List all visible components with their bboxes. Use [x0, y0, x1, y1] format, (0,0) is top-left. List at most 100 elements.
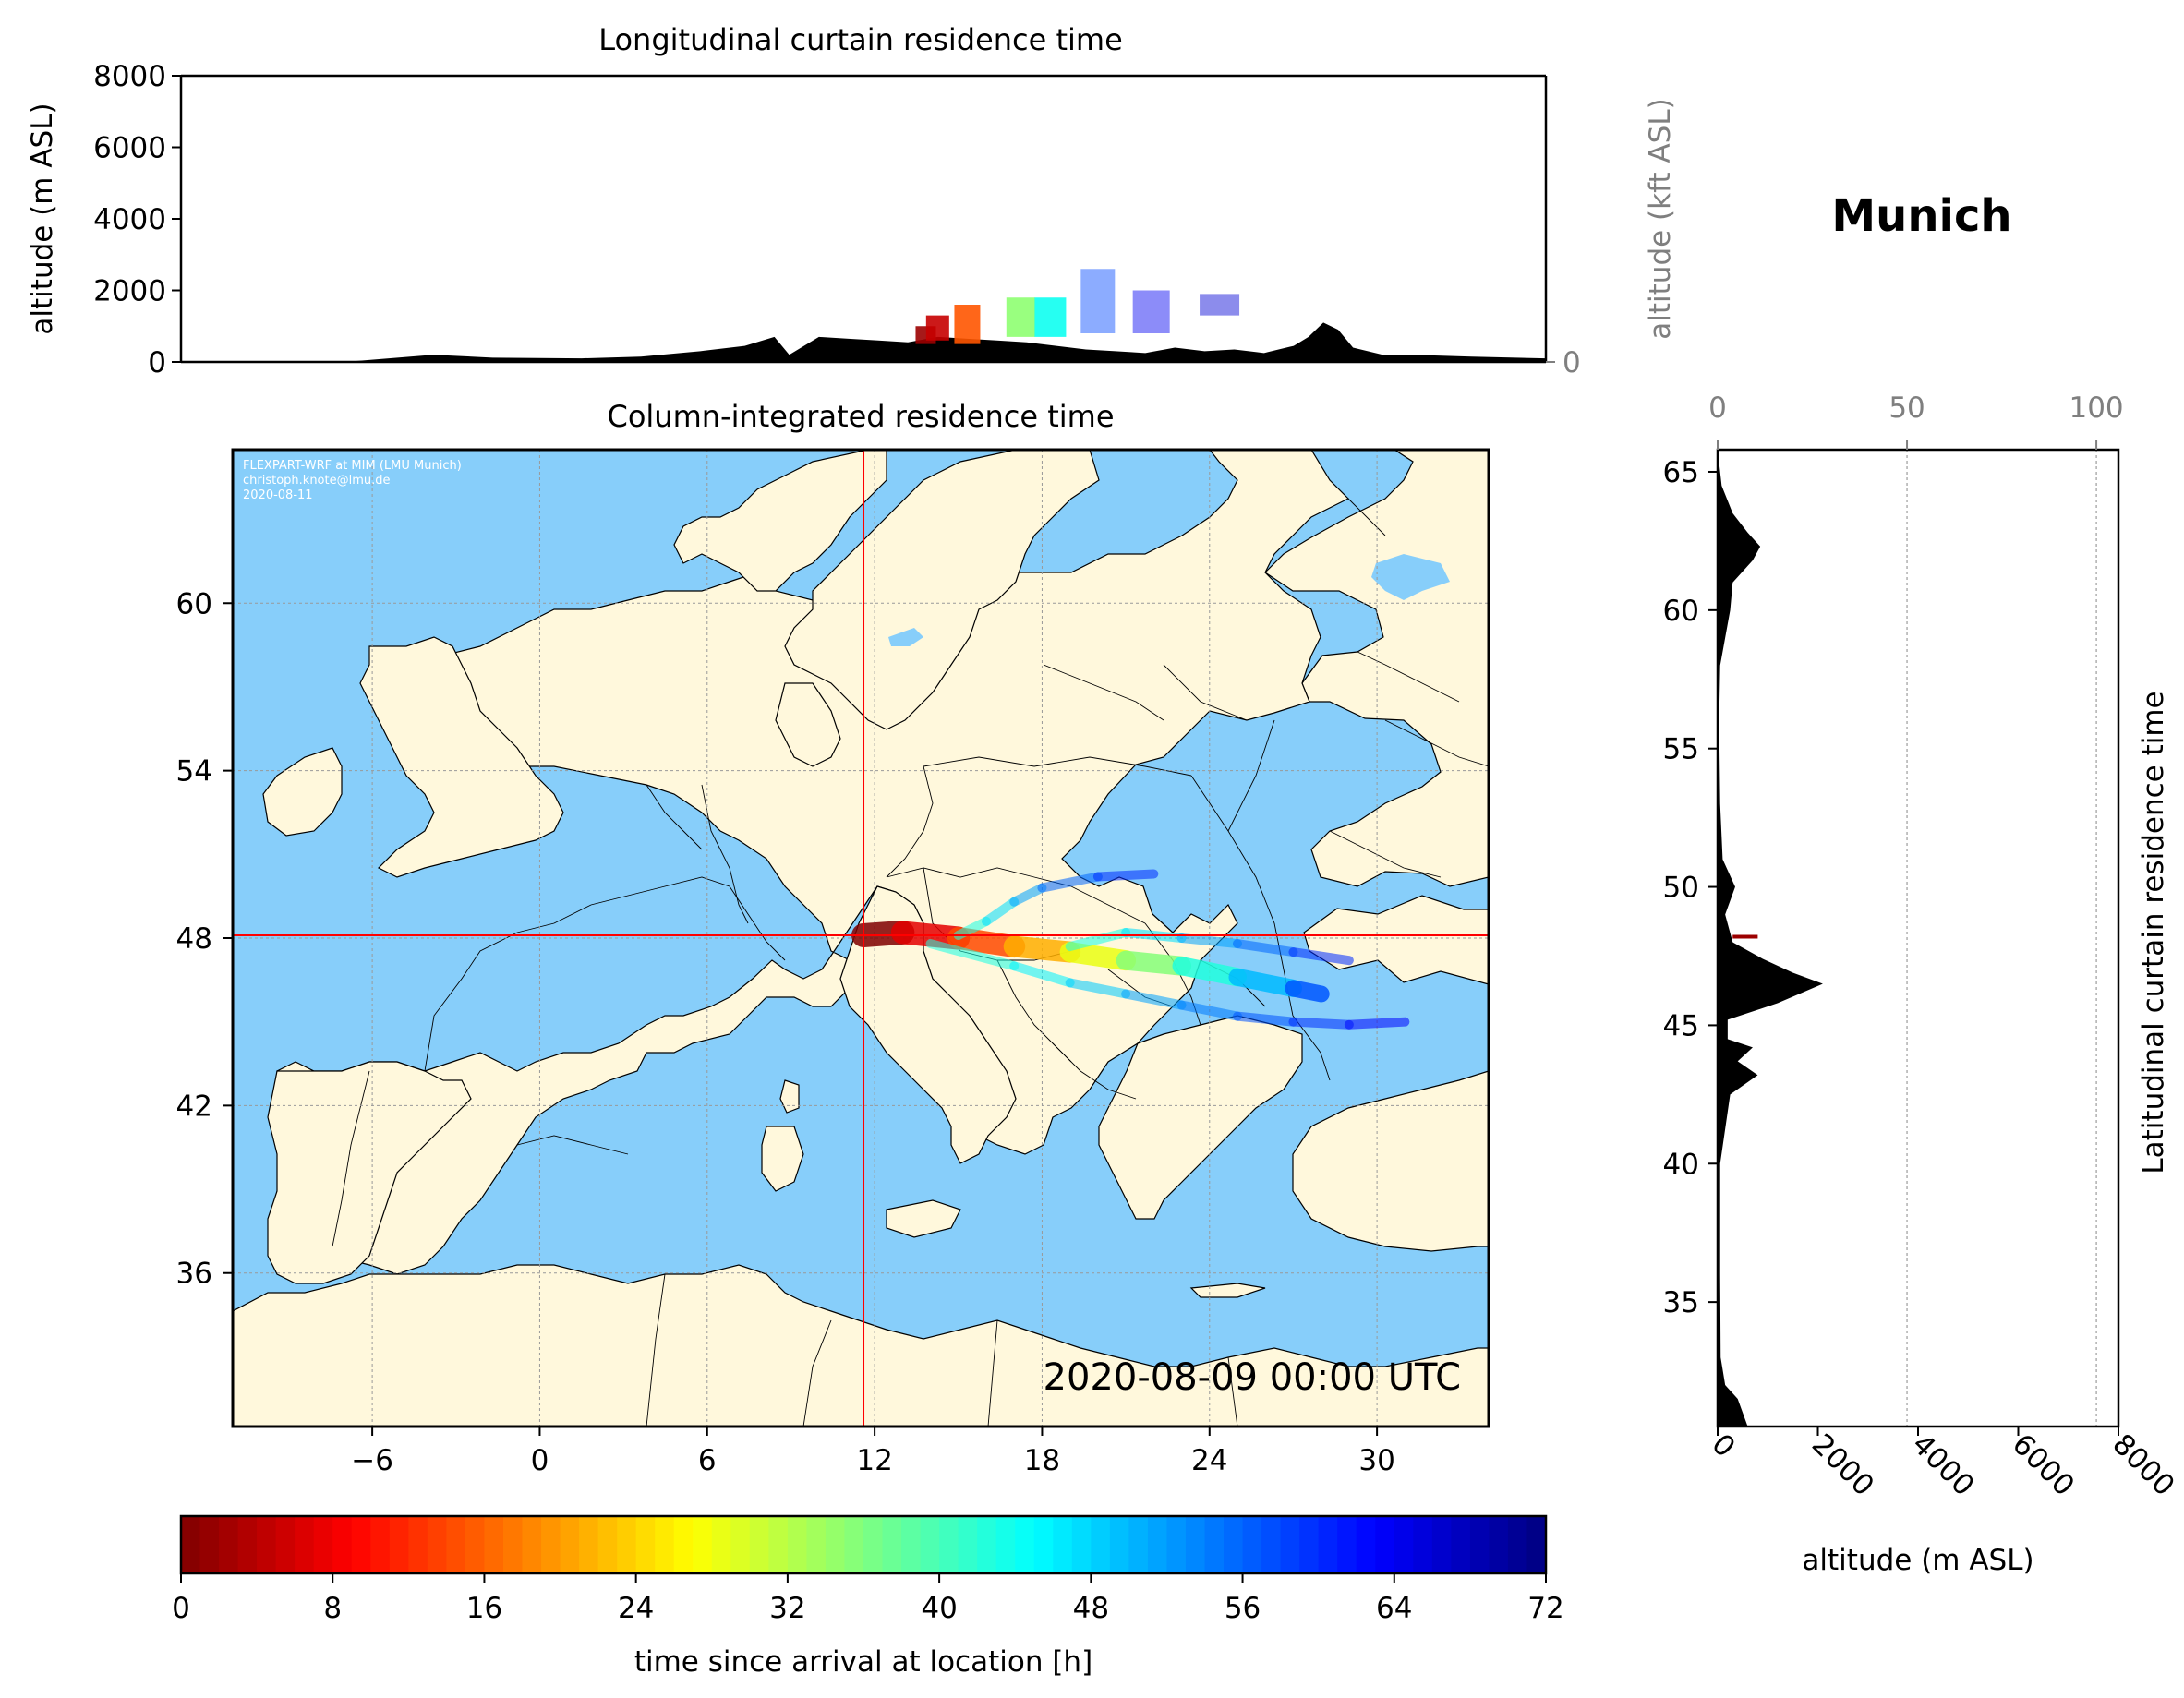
side-x-ticks-top: 0 50 100 [1708, 391, 2124, 450]
colorbar-step-26 [673, 1516, 694, 1573]
timestamp: 2020-08-09 00:00 UTC [1044, 1356, 1461, 1399]
colorbar-step-25 [655, 1516, 675, 1573]
colorbar-step-29 [730, 1516, 751, 1573]
colorbar-step-36 [863, 1516, 884, 1573]
colorbar-step-65 [1413, 1516, 1433, 1573]
land-ireland [262, 747, 343, 837]
colorbar-tick-label-3: 24 [618, 1592, 654, 1625]
map-ytick-label-4: 60 [176, 587, 212, 620]
colorbar-step-20 [560, 1516, 580, 1573]
colorbar-step-47 [1071, 1516, 1092, 1573]
map-panel: Column-integrated residence time [176, 399, 1490, 1477]
colorbar-step-43 [995, 1516, 1016, 1573]
colorbar-step-1 [199, 1516, 220, 1573]
lake-vanern [888, 628, 923, 646]
colorbar-step-16 [484, 1516, 504, 1573]
land-sardinia [761, 1126, 804, 1192]
land-denmark [775, 682, 841, 767]
colorbar-step-8 [332, 1516, 353, 1573]
side-residence-block-0 [1732, 934, 1758, 939]
map-xtick-label-0: −6 [351, 1444, 393, 1477]
colorbar-step-59 [1299, 1516, 1320, 1573]
top-residence-block-4 [1034, 297, 1067, 337]
plume-south-seg-5 [1233, 1011, 1298, 1027]
colorbar-step-68 [1469, 1516, 1490, 1573]
colorbar-tick-label-1: 8 [323, 1592, 342, 1625]
colorbar-step-40 [939, 1516, 959, 1573]
map-x-ticks: −6 0 6 12 18 24 30 [351, 1427, 1395, 1477]
colorbar-step-9 [351, 1516, 371, 1573]
top-y-ticks: 0 2000 4000 6000 8000 [93, 60, 181, 379]
land-iberia [267, 1061, 472, 1284]
map-xtick-label-3: 12 [856, 1444, 892, 1477]
side-y-ticks: 35 40 45 50 55 60 65 [1663, 456, 1718, 1319]
colorbar-step-71 [1526, 1516, 1547, 1573]
lakes [888, 554, 1450, 646]
map-ytick-label-1: 42 [176, 1090, 212, 1123]
top-residence-block-2 [954, 305, 981, 344]
colorbar-step-19 [541, 1516, 561, 1573]
colorbar-step-60 [1318, 1516, 1338, 1573]
plume-south-seg-0 [925, 939, 1020, 971]
colorbar-tick-label-5: 40 [921, 1592, 957, 1625]
map-xtick-label-1: 0 [531, 1444, 549, 1477]
map-ytick-label-3: 54 [176, 755, 212, 789]
credit-line-1: FLEXPART-WRF at MIM (LMU Munich) [243, 459, 462, 473]
land-great-britain [359, 636, 564, 878]
colorbar-step-27 [693, 1516, 713, 1573]
colorbar-step-7 [313, 1516, 333, 1573]
colorbar-step-64 [1394, 1516, 1414, 1573]
colorbar-step-42 [977, 1516, 997, 1573]
side-ytick-label-5: 60 [1663, 595, 1699, 628]
side-xtick-top-label-1: 50 [1888, 391, 1925, 425]
location-title: Munich [1831, 190, 2011, 242]
colorbar-tick-label-0: 0 [172, 1592, 190, 1625]
land-sicily [886, 1199, 961, 1238]
side-x-ticks: 0 2000 4000 6000 8000 [1705, 1427, 2181, 1502]
colorbar-step-2 [219, 1516, 239, 1573]
colorbar-step-66 [1431, 1516, 1452, 1573]
map-xtick-label-2: 6 [698, 1444, 717, 1477]
side-ytick-label-6: 65 [1663, 456, 1699, 489]
plume-north-seg-2 [1009, 883, 1047, 907]
side-residence-blocks [1732, 934, 1758, 939]
map-title: Column-integrated residence time [607, 399, 1114, 434]
top-residence-block-3 [1006, 297, 1035, 337]
release-crosshair [233, 450, 1489, 1427]
top-ylabel-right: altitude (kft ASL) [1644, 98, 1677, 339]
side-xtick-label-2: 4000 [1905, 1427, 1980, 1502]
plume-south-seg-1 [1009, 961, 1075, 988]
top-residence-blocks [915, 269, 1240, 344]
country-borders [332, 498, 1489, 1427]
colorbar-step-50 [1128, 1516, 1149, 1573]
top-residence-block-1 [925, 315, 949, 341]
colorbar-step-33 [806, 1516, 827, 1573]
plume-northeast-seg-3 [1233, 939, 1298, 957]
colorbar-step-53 [1185, 1516, 1206, 1573]
plume-main-seg-8 [1285, 980, 1330, 1003]
colorbar-tick-label-2: 16 [466, 1592, 502, 1625]
colorbar-ticks: 0 8 16 24 32 40 48 56 64 72 [172, 1573, 1564, 1625]
colorbar-step-10 [370, 1516, 391, 1573]
colorbar-step-15 [465, 1516, 486, 1573]
map-y-ticks: 36 42 48 54 60 [176, 587, 233, 1291]
side-ytick-label-3: 50 [1663, 872, 1699, 905]
colorbar-step-58 [1280, 1516, 1300, 1573]
plume-northeast-seg-4 [1288, 947, 1354, 966]
plume-south-seg-3 [1121, 989, 1187, 1010]
map-xtick-label-6: 30 [1358, 1444, 1394, 1477]
colorbar-tick-label-9: 72 [1527, 1592, 1563, 1625]
colorbar-step-44 [1015, 1516, 1035, 1573]
colorbar-step-12 [408, 1516, 428, 1573]
colorbar-step-28 [711, 1516, 731, 1573]
map-ytick-label-2: 48 [176, 922, 212, 956]
colorbar-step-13 [427, 1516, 447, 1573]
colorbar-step-30 [749, 1516, 769, 1573]
top-ytick-label-1: 2000 [93, 275, 166, 308]
colorbar-step-24 [635, 1516, 656, 1573]
side-xtick-label-0: 0 [1705, 1427, 1741, 1463]
colorbar-step-18 [522, 1516, 542, 1573]
colorbar-step-3 [237, 1516, 258, 1573]
top-ytick-label-2: 4000 [93, 203, 166, 236]
